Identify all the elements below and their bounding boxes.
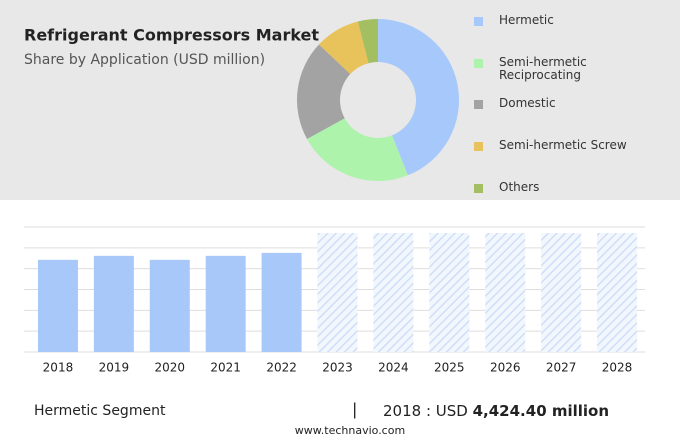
x-tick-label: 2025: [434, 361, 465, 375]
forecast-bar: [541, 233, 582, 352]
legend-swatch: [474, 100, 483, 109]
legend-item: Domestic: [474, 97, 556, 110]
x-tick-label: 2023: [322, 361, 353, 375]
legend-swatch: [474, 59, 483, 68]
x-tick-label: 2020: [154, 361, 185, 375]
x-tick-label: 2022: [266, 361, 297, 375]
legend-item: Semi-hermetic Reciprocating: [474, 56, 589, 82]
legend-label: Semi-hermetic Reciprocating: [499, 55, 587, 82]
donut-slice: [318, 21, 369, 74]
x-tick-label: 2026: [490, 361, 521, 375]
forecast-bar: [485, 233, 526, 352]
bar: [149, 259, 190, 352]
donut-slice: [357, 19, 378, 64]
donut-slice: [307, 118, 408, 181]
legend-label: Domestic: [499, 96, 556, 110]
footer-year: 2018 : USD: [383, 402, 468, 420]
legend-swatch: [474, 184, 483, 193]
legend-label: Hermetic: [499, 13, 554, 27]
bar: [93, 255, 134, 352]
donut-slice: [297, 44, 351, 140]
x-tick-label: 2024: [378, 361, 409, 375]
forecast-bar: [317, 233, 358, 352]
footer-separator: |: [352, 400, 357, 419]
x-tick-label: 2019: [99, 361, 130, 375]
x-tick-label: 2021: [210, 361, 241, 375]
bar: [205, 255, 246, 352]
x-tick-label: 2028: [602, 361, 633, 375]
legend-label: Others: [499, 180, 540, 194]
bar: [261, 252, 302, 352]
footer-value: 2018 : USD 4,424.40 million: [383, 402, 609, 420]
legend-item: Semi-hermetic Screw: [474, 139, 627, 152]
x-tick-label: 2018: [43, 361, 74, 375]
forecast-bar: [597, 233, 638, 352]
legend-swatch: [474, 142, 483, 151]
chart-subtitle: Share by Application (USD million): [24, 52, 265, 68]
legend-item: Others: [474, 181, 539, 194]
chart-title: Refrigerant Compressors Market: [24, 26, 319, 45]
x-tick-label: 2027: [546, 361, 577, 375]
forecast-bar: [429, 233, 470, 352]
bar: [37, 259, 78, 352]
donut-slice: [378, 19, 459, 176]
legend-label: Semi-hermetic Screw: [499, 138, 627, 152]
source: www.technavio.com: [295, 424, 405, 437]
legend-item: Hermetic: [474, 14, 554, 27]
forecast-bar: [373, 233, 414, 352]
footer-amount: 4,424.40 million: [473, 402, 609, 420]
legend-swatch: [474, 17, 483, 26]
footer-segment: Hermetic Segment: [34, 403, 166, 419]
